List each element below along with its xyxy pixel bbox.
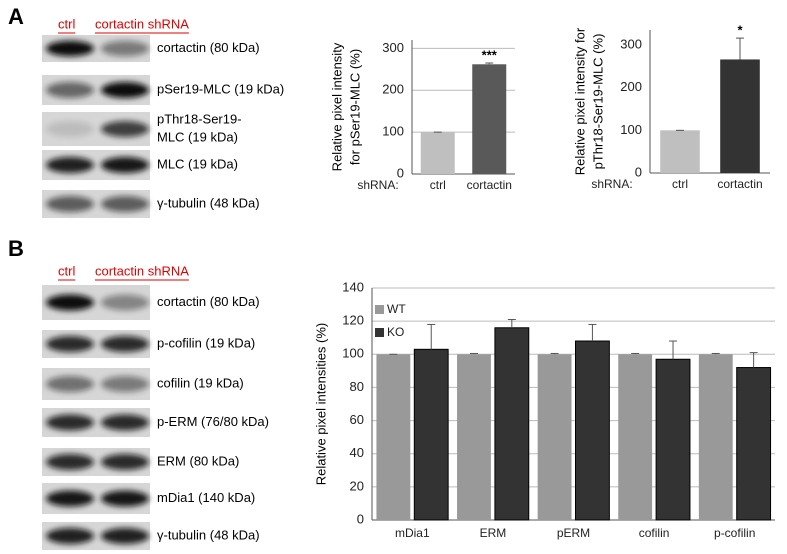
- bar: [537, 354, 572, 520]
- blot-label: cofilin (19 kDa): [157, 375, 244, 390]
- x-tick-label: p-cofilin: [714, 526, 755, 540]
- band: [101, 196, 149, 212]
- y-tick-label: 140: [342, 279, 364, 294]
- legend-swatch: [375, 328, 384, 337]
- lane-label: ctrl: [58, 263, 75, 278]
- y-tick-label: 100: [382, 124, 404, 139]
- x-tick-label: ERM: [480, 526, 507, 540]
- y-axis-label: Relative pixel intensity: [329, 42, 344, 171]
- band: [46, 376, 94, 392]
- blot-label: cortactin (80 kDa): [157, 40, 260, 55]
- x-tick-label: ctrl: [672, 177, 688, 191]
- x-tick-label: pERM: [557, 526, 590, 540]
- band: [46, 157, 94, 173]
- bar: [655, 358, 691, 521]
- y-axis-label: pThr18-Ser19-MLC (%): [590, 34, 605, 170]
- x-tick-label: cortactin: [467, 178, 512, 192]
- panel-label: B: [8, 236, 24, 261]
- blot-label: MLC (19 kDa): [157, 129, 238, 144]
- band: [46, 82, 94, 98]
- y-tick-label: 0: [635, 164, 642, 179]
- bar: [472, 64, 507, 174]
- significance: ***: [482, 47, 498, 62]
- band: [46, 294, 94, 311]
- legend-label: WT: [387, 302, 406, 316]
- blot-label: pSer19-MLC (19 kDa): [157, 81, 284, 96]
- band: [101, 40, 149, 57]
- y-tick-label: 40: [350, 445, 364, 460]
- bar: [494, 327, 530, 521]
- blot-label: mDia1 (140 kDa): [157, 490, 255, 505]
- band: [46, 196, 94, 212]
- legend-label: KO: [387, 325, 404, 339]
- y-tick-label: 100: [342, 346, 364, 361]
- y-tick-label: 0: [357, 511, 364, 526]
- bar: [420, 132, 455, 174]
- band: [101, 294, 149, 311]
- band: [46, 454, 94, 470]
- band: [46, 528, 94, 544]
- bar: [720, 59, 760, 173]
- bar: [660, 130, 700, 173]
- bar: [618, 354, 653, 520]
- x-tick-label: cortactin: [717, 177, 762, 191]
- band: [101, 454, 149, 470]
- band: [101, 528, 149, 544]
- band: [46, 121, 94, 137]
- x-axis-label: shRNA:: [591, 177, 632, 191]
- bar: [698, 354, 733, 520]
- band: [46, 40, 94, 57]
- blot-label: p-cofilin (19 kDa): [157, 335, 255, 350]
- panel-label: A: [8, 4, 24, 29]
- band: [101, 336, 149, 352]
- y-tick-label: 300: [620, 36, 642, 51]
- band: [101, 376, 149, 392]
- y-axis-label: Relative pixel intensity for: [572, 27, 587, 175]
- band: [101, 121, 149, 137]
- lane-label: ctrl: [58, 16, 75, 31]
- y-tick-label: 60: [350, 412, 364, 427]
- band: [101, 490, 149, 507]
- y-tick-label: 0: [397, 165, 404, 180]
- blot-label: MLC (19 kDa): [157, 156, 238, 171]
- y-tick-label: 200: [382, 82, 404, 97]
- bar: [575, 340, 610, 521]
- significance: *: [737, 23, 743, 38]
- blot-label: pThr18-Ser19-: [157, 111, 242, 126]
- legend-swatch: [375, 305, 384, 314]
- bar: [413, 348, 449, 521]
- x-tick-label: cofilin: [639, 526, 670, 540]
- band: [101, 414, 149, 431]
- blot-label: ERM (80 kDa): [157, 453, 239, 468]
- bar: [376, 354, 411, 520]
- y-tick-label: 200: [620, 79, 642, 94]
- bar: [457, 354, 491, 520]
- lane-label: cortactin shRNA: [95, 263, 189, 278]
- band: [46, 336, 94, 352]
- y-tick-label: 100: [620, 122, 642, 137]
- y-axis-label: Relative pixel intensities (%): [313, 323, 328, 486]
- blot-label: cortactin (80 kDa): [157, 294, 260, 309]
- y-tick-label: 120: [342, 313, 364, 328]
- y-tick-label: 20: [350, 478, 364, 493]
- blot-label: γ-tubulin (48 kDa): [157, 195, 260, 210]
- y-tick-label: 300: [382, 40, 404, 55]
- x-tick-label: mDia1: [395, 526, 430, 540]
- band: [46, 490, 94, 507]
- blot-label: γ-tubulin (48 kDa): [157, 527, 260, 542]
- x-tick-label: ctrl: [430, 178, 446, 192]
- band: [46, 414, 94, 431]
- band: [101, 82, 149, 98]
- y-axis-label: for pSer19-MLC (%): [347, 49, 362, 165]
- y-tick-label: 80: [350, 379, 364, 394]
- bar: [736, 367, 772, 521]
- blot-label: p-ERM (76/80 kDa): [157, 414, 269, 429]
- x-axis-label: shRNA:: [357, 178, 398, 192]
- band: [101, 157, 149, 173]
- lane-label: cortactin shRNA: [95, 16, 189, 31]
